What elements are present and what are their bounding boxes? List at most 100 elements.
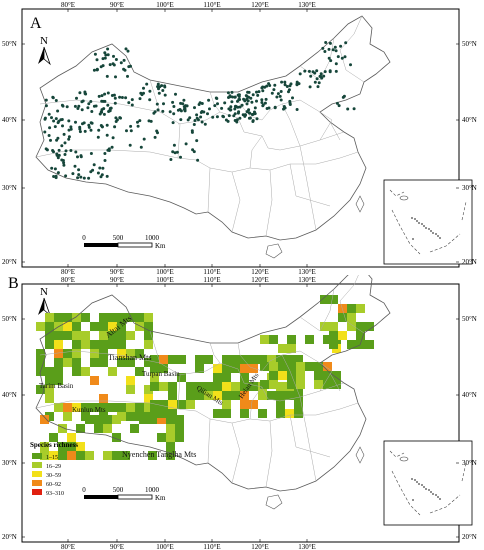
occurrence-point bbox=[74, 150, 78, 154]
occurrence-point bbox=[255, 90, 258, 94]
richness-cell bbox=[166, 442, 175, 451]
richness-cell bbox=[76, 424, 85, 433]
occurrence-point bbox=[278, 94, 282, 98]
occurrence-point bbox=[157, 91, 161, 95]
occurrence-point bbox=[103, 56, 107, 60]
occurrence-point bbox=[171, 150, 175, 154]
occurrence-point bbox=[105, 123, 109, 127]
richness-cell bbox=[45, 412, 54, 421]
province-border bbox=[319, 362, 333, 392]
richness-cell bbox=[117, 340, 126, 349]
richness-cell bbox=[90, 376, 99, 385]
province-border bbox=[39, 99, 181, 159]
occurrence-point bbox=[101, 99, 105, 103]
occurrence-point bbox=[54, 99, 58, 102]
richness-cell bbox=[63, 358, 72, 367]
occurrence-point bbox=[215, 97, 219, 100]
province-border bbox=[209, 342, 221, 364]
south-china-sea-inset bbox=[383, 440, 473, 526]
occurrence-point bbox=[80, 108, 84, 112]
richness-cell bbox=[126, 385, 135, 394]
lon-tick-labels: 80°E 80°E 90°E 90°E 100°E 100°E 110°E 110°E 120°… bbox=[2, 1, 477, 275]
richness-cell bbox=[168, 355, 177, 364]
occurrence-point bbox=[87, 123, 91, 127]
lon-tick-top: 130°E bbox=[298, 276, 316, 284]
occurrence-point bbox=[126, 74, 129, 78]
richness-cell bbox=[195, 355, 204, 364]
occurrence-point bbox=[152, 111, 156, 115]
lon-tick-bottom: 130°E bbox=[298, 268, 316, 275]
occurrence-point bbox=[240, 103, 244, 107]
occurrence-point bbox=[86, 106, 90, 110]
province-border bbox=[249, 135, 263, 169]
occurrence-point bbox=[248, 111, 252, 115]
lat-tick-right: 40°N bbox=[462, 391, 477, 399]
occurrence-point bbox=[62, 163, 66, 167]
occurrence-point bbox=[103, 51, 107, 55]
occurrence-point bbox=[315, 77, 319, 81]
richness-cell bbox=[144, 340, 153, 349]
occurrence-point bbox=[331, 48, 335, 52]
occurrence-point bbox=[199, 115, 203, 119]
occurrence-point bbox=[250, 100, 254, 104]
occurrence-point bbox=[44, 104, 48, 108]
occurrence-point bbox=[238, 116, 242, 120]
province-border bbox=[319, 111, 333, 141]
panel-letter: A bbox=[30, 15, 42, 32]
province-border bbox=[339, 275, 365, 334]
richness-cell bbox=[168, 391, 177, 400]
occurrence-point bbox=[272, 88, 276, 92]
occurrence-point bbox=[255, 99, 258, 103]
occurrence-point bbox=[130, 103, 134, 107]
richness-cell bbox=[148, 415, 157, 424]
occurrence-point bbox=[44, 98, 48, 102]
richness-cell bbox=[269, 371, 278, 380]
occurrence-point bbox=[52, 175, 56, 178]
occurrence-point bbox=[193, 106, 196, 110]
richness-cell bbox=[112, 415, 121, 424]
richness-cell bbox=[99, 313, 108, 322]
richness-cell bbox=[314, 371, 323, 380]
richness-cell bbox=[117, 412, 126, 421]
province-border bbox=[289, 414, 331, 458]
lat-tick-left: 50°N bbox=[2, 40, 17, 48]
country-border bbox=[35, 15, 391, 241]
scale-tick-1000: 1000 bbox=[145, 486, 160, 494]
occurrence-point bbox=[267, 106, 271, 110]
occurrence-point bbox=[203, 122, 207, 126]
lon-tick-bottom: 90°E bbox=[110, 268, 124, 275]
occurrence-point bbox=[163, 93, 167, 97]
occurrence-point bbox=[287, 90, 290, 94]
scale-unit: Km bbox=[155, 494, 166, 502]
occurrence-point bbox=[197, 103, 201, 106]
richness-cell bbox=[249, 364, 258, 373]
richness-cell bbox=[150, 409, 159, 418]
lon-tick-top: 80°E bbox=[61, 276, 75, 284]
occurrence-point bbox=[79, 154, 83, 158]
legend-label: 1–15 bbox=[46, 455, 58, 461]
occurrence-point bbox=[76, 155, 79, 159]
province-border bbox=[177, 157, 211, 213]
occurrence-point bbox=[127, 101, 131, 105]
occurrence-point bbox=[67, 135, 71, 139]
richness-cell bbox=[36, 349, 45, 358]
richness-cell bbox=[294, 391, 303, 400]
richness-cell bbox=[195, 364, 204, 373]
richness-cell bbox=[99, 322, 108, 331]
richness-cell bbox=[269, 335, 278, 344]
richness-cell bbox=[175, 433, 184, 442]
occurrence-point bbox=[172, 143, 176, 147]
richness-cell bbox=[222, 382, 231, 391]
richness-cell bbox=[72, 349, 81, 358]
occurrence-point bbox=[51, 149, 55, 152]
occurrence-point bbox=[56, 121, 60, 125]
richness-cell bbox=[285, 355, 294, 364]
occurrence-point bbox=[175, 150, 179, 154]
richness-cell bbox=[99, 331, 108, 340]
occurrence-point bbox=[253, 106, 257, 110]
richness-cell bbox=[103, 451, 112, 460]
occurrence-point bbox=[228, 94, 232, 98]
richness-cell bbox=[329, 331, 338, 340]
province-border bbox=[209, 151, 359, 173]
richness-cell bbox=[296, 362, 305, 371]
